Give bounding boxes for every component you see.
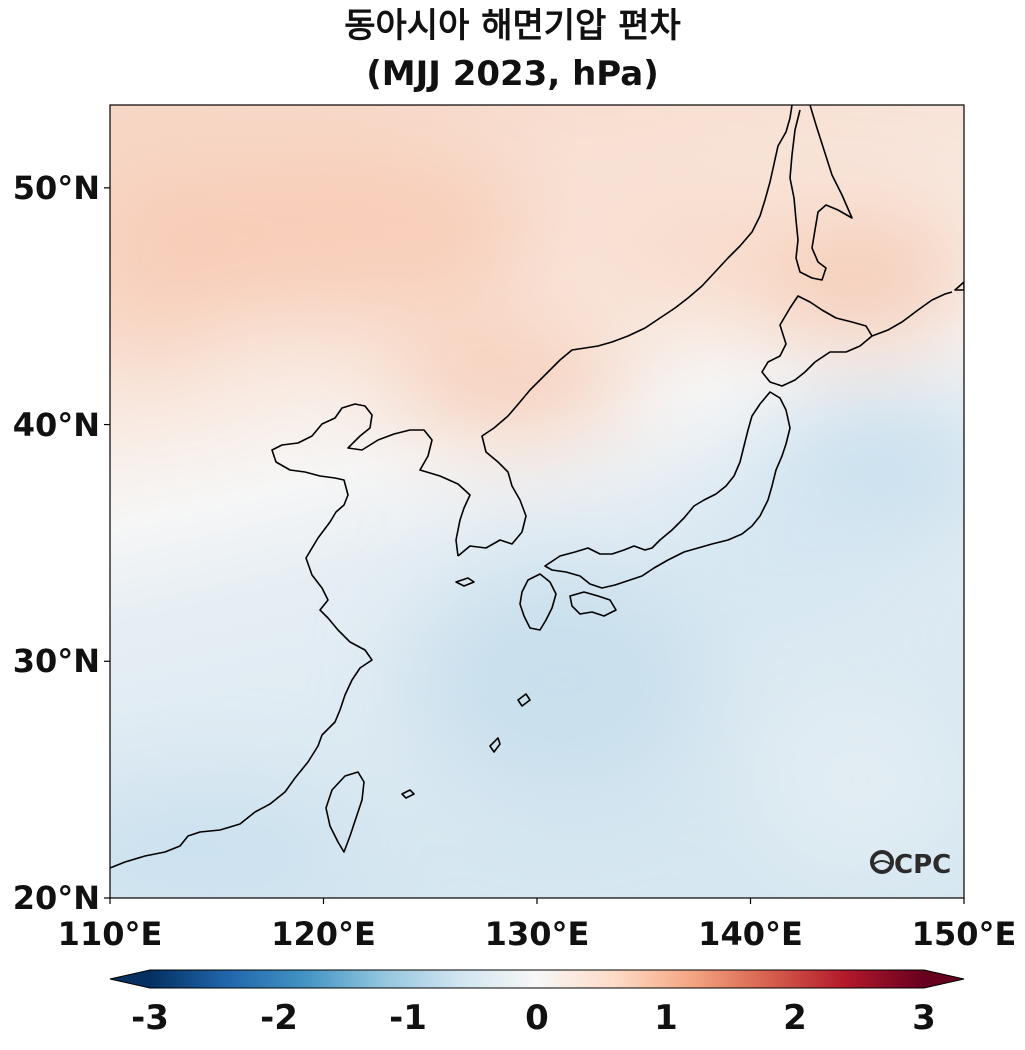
shikoku-coast — [569, 591, 617, 617]
coastlines — [110, 105, 964, 869]
colorbar — [109, 969, 965, 989]
lon-tick-label: 140°E — [698, 915, 803, 953]
ryukyu-island-1 — [489, 737, 501, 753]
logo-text: CPC — [894, 850, 951, 880]
korea-manchuria-coast — [457, 105, 793, 557]
lat-tick-label: 20°N — [12, 879, 100, 917]
lat-tick-label: 30°N — [12, 642, 100, 681]
kuril-chain — [871, 291, 953, 337]
sakhalin-coast — [789, 105, 853, 281]
map-subtitle: (MJJ 2023, hPa) — [366, 54, 659, 94]
lat-tick-label: 40°N — [12, 405, 100, 444]
hokkaido-coast — [761, 295, 873, 387]
colorbar-tick-label: -1 — [389, 998, 427, 1038]
jeju-island — [455, 577, 475, 587]
map-title: 동아시아 해면기압 편차 — [344, 6, 681, 46]
kamchatka-tip — [954, 281, 964, 291]
ryukyu-island-2 — [517, 693, 531, 707]
lon-tick-label: 130°E — [484, 915, 590, 953]
lat-tick-label: 50°N — [12, 168, 100, 207]
colorbar-tick-label: 0 — [525, 998, 549, 1038]
lon-tick-label: 150°E — [911, 915, 1017, 953]
axis-ticks — [104, 187, 965, 904]
lon-tick-label: 110°E — [57, 915, 163, 953]
ryukyu-island-3 — [401, 789, 415, 799]
lon-tick-label: 120°E — [271, 915, 376, 953]
colorbar-tick-label: 3 — [912, 998, 936, 1038]
kyushu-coast — [519, 573, 557, 631]
colorbar-tick-label: -2 — [260, 998, 298, 1038]
ocpc-logo: CPC — [870, 850, 951, 880]
colorbar-tick-label: 1 — [654, 998, 678, 1038]
colorbar-tick-label: -3 — [131, 998, 169, 1038]
colorbar-tick-label: 2 — [783, 998, 807, 1038]
china-coast — [110, 403, 471, 869]
taiwan-coast — [325, 771, 365, 853]
anomaly-field — [110, 105, 964, 898]
honshu-coast — [544, 391, 791, 589]
